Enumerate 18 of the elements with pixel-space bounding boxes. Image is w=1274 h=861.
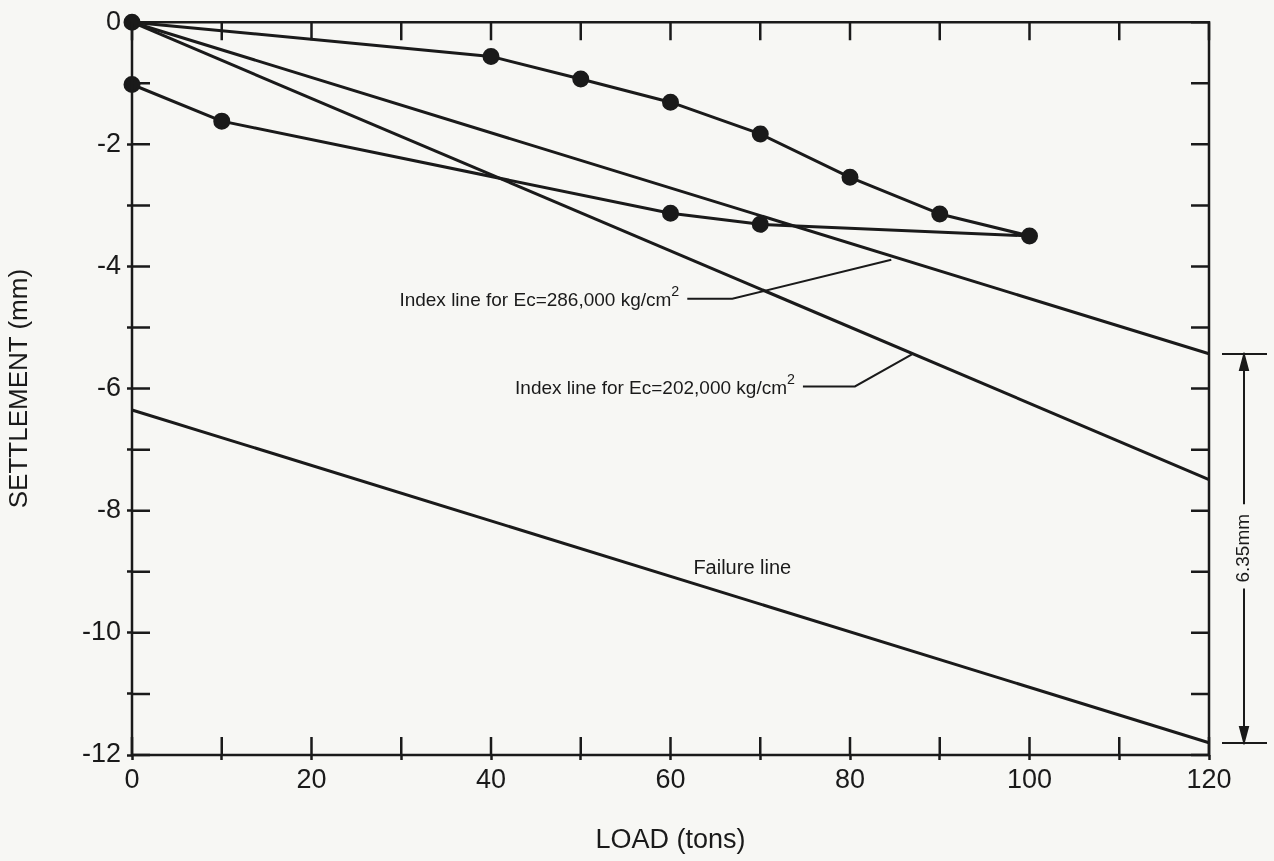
x-tick-label: 60 (655, 763, 686, 794)
y-tick-label: -6 (96, 372, 121, 403)
x-tick-label: 80 (834, 763, 866, 794)
x-tick-label: 40 (475, 763, 507, 794)
x-tick-label: 100 (1006, 763, 1053, 794)
x-tick-label: 120 (1186, 763, 1232, 794)
y-tick-label: -10 (81, 616, 121, 647)
y-tick-label: -2 (96, 127, 121, 158)
y-tick-label: -8 (96, 494, 121, 525)
y-tick-label: 0 (105, 5, 121, 36)
x-tick-label: 20 (296, 763, 327, 794)
text: 6.35mm (1232, 513, 1254, 583)
y-axis-title: SETTLEMENT (mm) (2, 268, 33, 509)
y-tick-label: -4 (96, 249, 121, 280)
y-tick-label: -12 (81, 738, 121, 769)
x-tick-label: 0 (124, 763, 140, 794)
annotation: Failure line (693, 556, 792, 579)
x-axis-title: LOAD (tons) (595, 824, 746, 855)
